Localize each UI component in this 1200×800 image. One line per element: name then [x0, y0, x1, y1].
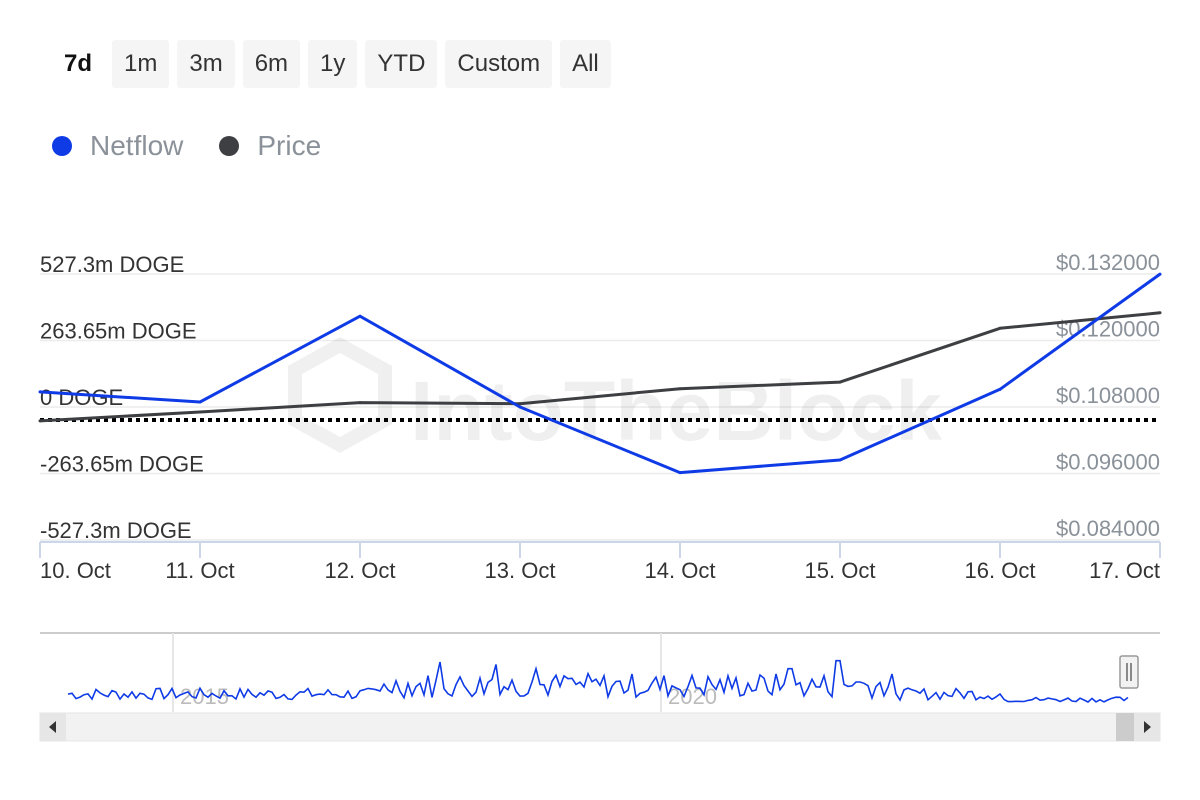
time-range-selector: 7d 1m 3m 6m 1y YTD Custom All [52, 40, 611, 88]
data-point-price [1158, 311, 1162, 315]
left-axis-tick-label: 263.65m DOGE [40, 319, 197, 344]
left-axis-tick-label: -263.65m DOGE [40, 452, 204, 477]
right-axis-tick-label: $0.108000 [1056, 383, 1160, 408]
data-point-price [518, 402, 522, 406]
legend-item-netflow[interactable]: Netflow [52, 130, 183, 162]
range-button-all[interactable]: All [560, 40, 611, 88]
watermark: IntoTheBlock [288, 336, 942, 458]
watermark-text: IntoTheBlock [410, 364, 942, 458]
data-point-netflow [678, 471, 682, 475]
range-button-6m[interactable]: 6m [242, 40, 301, 88]
data-point-price [198, 410, 202, 414]
data-point-netflow [1158, 272, 1162, 276]
data-point-netflow [998, 387, 1002, 391]
series-line-netflow [39, 272, 1161, 475]
x-axis-tick-label: 15. Oct [805, 558, 876, 583]
range-button-3m[interactable]: 3m [177, 40, 235, 88]
navigator-handle[interactable] [1119, 655, 1139, 689]
chart-legend: Netflow Price [52, 130, 321, 162]
navigator: 2015 2020 [39, 632, 1161, 742]
x-axis: 10. Oct 11. Oct 12. Oct 13. Oct 14. Oct 15. O… [39, 541, 1161, 583]
data-point-netflow [38, 390, 42, 394]
x-axis-tick-label: 16. Oct [965, 558, 1036, 583]
range-button-custom[interactable]: Custom [445, 40, 553, 88]
range-button-1m[interactable]: 1m [112, 40, 170, 88]
navigator-series-line [67, 659, 1129, 703]
series-line-price [39, 311, 1161, 423]
scrollbar-track[interactable] [39, 712, 1161, 742]
data-point-price [38, 419, 42, 423]
right-axis-tick-label: $0.096000 [1056, 450, 1160, 475]
scroll-left-arrow-icon [49, 721, 56, 733]
x-axis-tick-label: 17. Oct [1089, 558, 1160, 583]
right-axis-tick-label: $0.132000 [1056, 250, 1160, 275]
data-point-netflow [838, 458, 842, 462]
scrollbar-thumb[interactable] [1116, 713, 1134, 741]
data-point-price [678, 387, 682, 391]
legend-label: Price [257, 130, 322, 161]
data-point-netflow [518, 405, 522, 409]
legend-item-price[interactable]: Price [219, 130, 321, 162]
x-axis-tick-label: 11. Oct [165, 558, 234, 583]
watermark-logo-icon [288, 336, 392, 454]
x-axis-tick-label: 12. Oct [325, 558, 396, 583]
left-axis-tick-label: 527.3m DOGE [40, 252, 184, 277]
data-point-price [838, 380, 842, 384]
data-point-netflow [198, 400, 202, 404]
right-axis-tick-label: $0.084000 [1056, 516, 1160, 541]
left-axis-tick-label: -527.3m DOGE [40, 518, 192, 543]
legend-dot-icon [52, 136, 72, 156]
data-point-price [358, 401, 362, 405]
x-axis-tick-label: 10. Oct [40, 558, 111, 583]
data-point-netflow [358, 314, 362, 318]
scroll-right-arrow-icon [1144, 721, 1151, 733]
legend-label: Netflow [90, 130, 184, 161]
legend-dot-icon [219, 136, 240, 156]
x-axis-tick-label: 13. Oct [485, 558, 556, 583]
gridlines [40, 273, 1160, 541]
series-lines [38, 272, 1162, 475]
range-button-7d[interactable]: 7d [52, 40, 105, 88]
range-button-1y[interactable]: 1y [308, 40, 358, 88]
x-axis-tick-label: 14. Oct [645, 558, 716, 583]
data-point-price [998, 326, 1002, 330]
range-button-ytd[interactable]: YTD [365, 40, 438, 88]
right-axis: $0.132000$0.120000$0.108000$0.096000$0.0… [1056, 250, 1160, 541]
